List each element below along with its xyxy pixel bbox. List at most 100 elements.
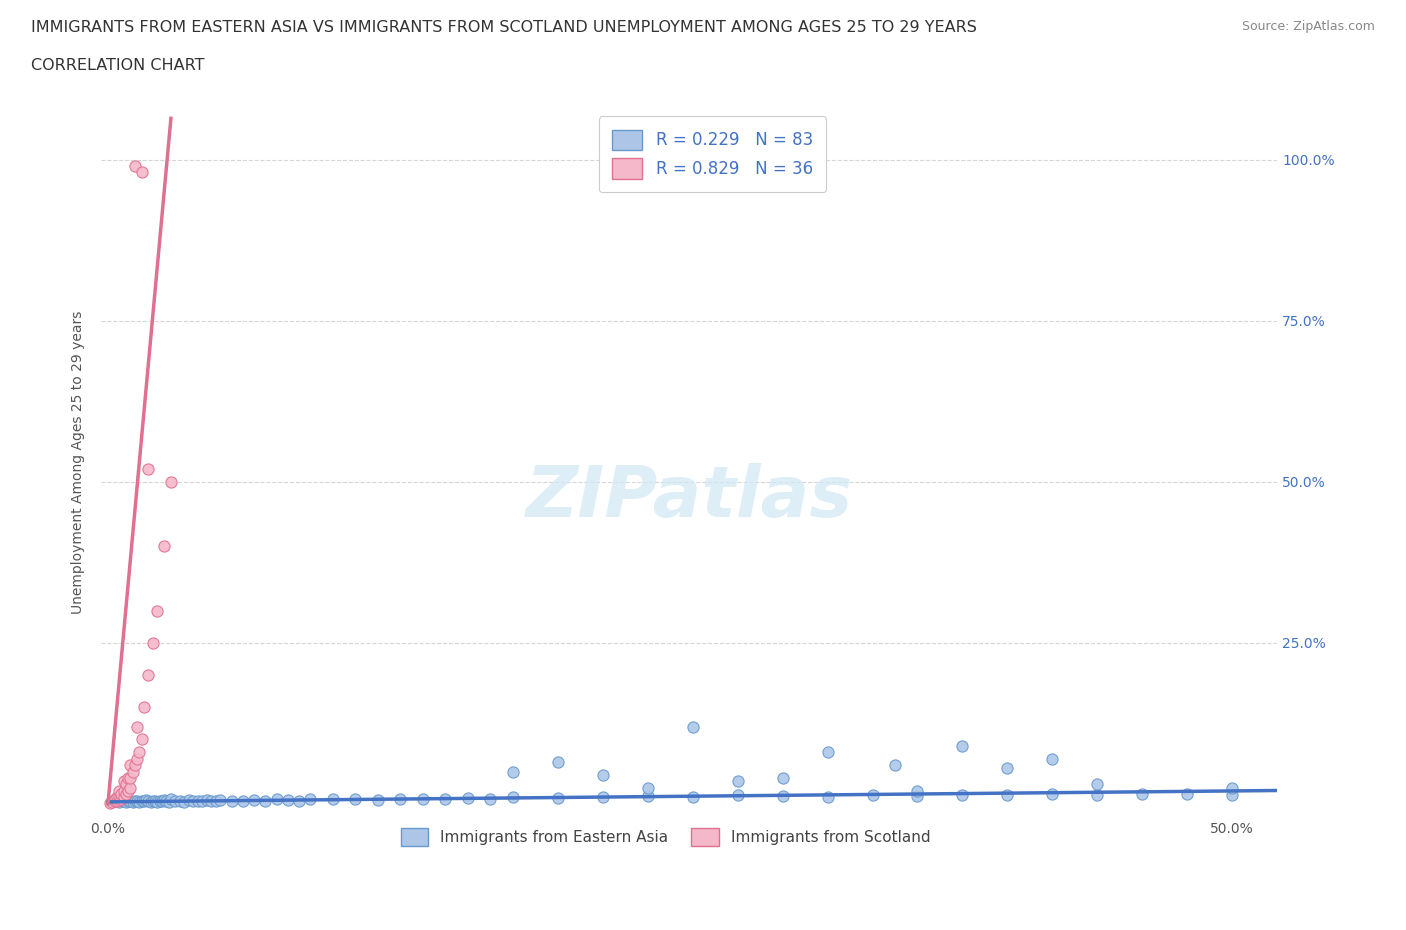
Point <box>131 732 153 747</box>
Point <box>138 461 160 476</box>
Point <box>997 761 1019 776</box>
Point <box>772 789 794 804</box>
Point <box>138 668 160 683</box>
Point <box>112 783 135 798</box>
Text: IMMIGRANTS FROM EASTERN ASIA VS IMMIGRANTS FROM SCOTLAND UNEMPLOYMENT AMONG AGES: IMMIGRANTS FROM EASTERN ASIA VS IMMIGRAN… <box>31 20 977 35</box>
Point <box>183 794 205 809</box>
Point <box>1220 788 1243 803</box>
Point <box>131 793 153 808</box>
Point <box>157 794 180 809</box>
Point <box>322 791 344 806</box>
Point <box>128 794 150 809</box>
Point <box>108 783 131 798</box>
Point <box>1042 751 1064 766</box>
Point <box>1085 788 1108 803</box>
Point <box>112 794 135 809</box>
Point <box>98 795 121 810</box>
Point <box>155 793 177 808</box>
Point <box>146 603 169 618</box>
Point <box>221 793 243 808</box>
Point <box>117 783 139 798</box>
Point <box>142 635 165 650</box>
Point <box>120 758 142 773</box>
Point <box>149 793 172 808</box>
Text: ZIPatlas: ZIPatlas <box>526 463 853 532</box>
Point <box>592 790 614 804</box>
Point <box>682 790 704 804</box>
Point <box>637 789 659 804</box>
Point <box>502 790 524 804</box>
Point <box>817 745 839 760</box>
Point <box>124 158 146 173</box>
Point <box>997 788 1019 803</box>
Point <box>412 791 434 806</box>
Y-axis label: Unemployment Among Ages 25 to 29 years: Unemployment Among Ages 25 to 29 years <box>72 311 86 614</box>
Point <box>132 699 155 714</box>
Point <box>127 794 149 809</box>
Point <box>120 771 142 786</box>
Point <box>108 789 131 804</box>
Point <box>907 783 929 798</box>
Point <box>160 474 183 489</box>
Text: Source: ZipAtlas.com: Source: ZipAtlas.com <box>1241 20 1375 33</box>
Point <box>150 794 173 809</box>
Point <box>457 790 479 805</box>
Point <box>135 792 157 807</box>
Point <box>389 791 412 806</box>
Point <box>153 538 176 553</box>
Point <box>1042 787 1064 802</box>
Point <box>131 165 153 179</box>
Point <box>127 719 149 734</box>
Point <box>112 790 135 804</box>
Point <box>434 791 457 806</box>
Point <box>139 794 162 809</box>
Point <box>169 794 191 809</box>
Point <box>104 793 127 808</box>
Point <box>1085 777 1108 792</box>
Point <box>115 794 138 809</box>
Point <box>479 791 502 806</box>
Point <box>105 793 128 808</box>
Point <box>160 791 183 806</box>
Point <box>502 764 524 779</box>
Point <box>195 792 218 807</box>
Point <box>205 793 228 808</box>
Point <box>117 793 139 808</box>
Point <box>547 790 569 805</box>
Point <box>117 771 139 786</box>
Point <box>127 751 149 766</box>
Point <box>547 754 569 769</box>
Point <box>101 794 124 809</box>
Point <box>128 745 150 760</box>
Point <box>110 787 132 802</box>
Point <box>1130 786 1153 801</box>
Point <box>120 794 142 809</box>
Point <box>817 790 839 804</box>
Point <box>200 794 222 809</box>
Point <box>121 794 143 809</box>
Point <box>173 794 195 809</box>
Point <box>682 719 704 734</box>
Point <box>153 792 176 807</box>
Point <box>772 771 794 786</box>
Point <box>108 794 131 809</box>
Point <box>121 764 143 779</box>
Point <box>110 791 132 806</box>
Point <box>146 794 169 809</box>
Point <box>367 792 389 807</box>
Point <box>143 794 166 809</box>
Point <box>1220 780 1243 795</box>
Point <box>104 791 127 806</box>
Point <box>592 767 614 782</box>
Point <box>165 793 187 808</box>
Point <box>299 791 322 806</box>
Point <box>637 780 659 795</box>
Point <box>108 792 131 807</box>
Point <box>232 794 254 809</box>
Point <box>187 793 209 808</box>
Point <box>266 791 288 806</box>
Point <box>884 758 907 773</box>
Point <box>177 792 200 807</box>
Point <box>907 789 929 804</box>
Point <box>254 793 277 808</box>
